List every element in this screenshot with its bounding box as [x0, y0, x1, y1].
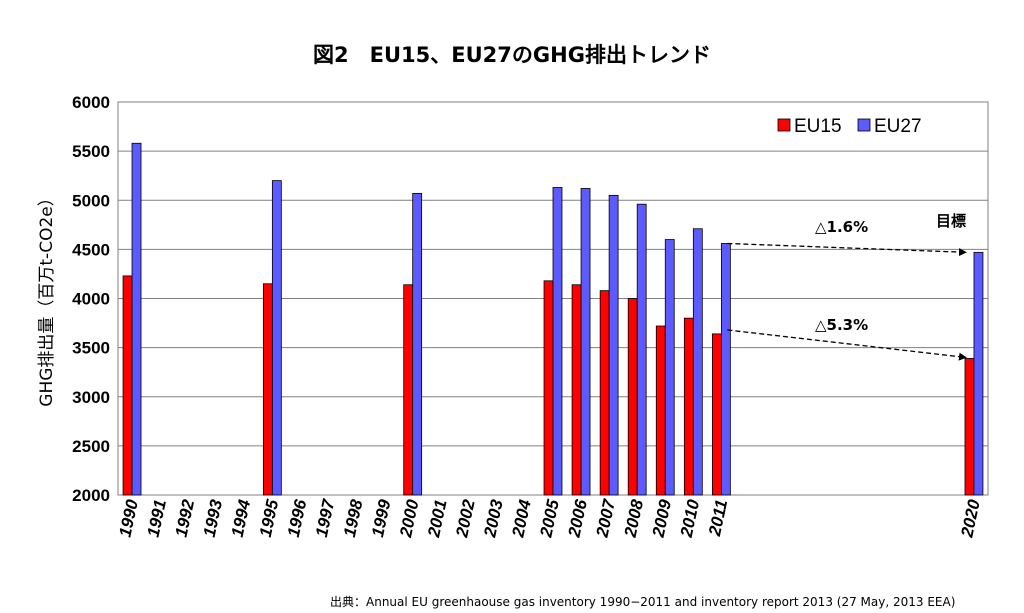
legend-swatch-eu15	[777, 118, 791, 132]
bar-eu15-2010	[683, 317, 694, 496]
x-tick-label: 2006	[564, 497, 591, 539]
x-tick-label: 2008	[620, 497, 647, 539]
x-tick-label: 2001	[424, 498, 451, 540]
bar-eu27-2008	[636, 203, 647, 496]
legend-label-eu27: EU27	[874, 116, 922, 137]
annotation-eu15-reduction: △5.3%	[815, 316, 868, 334]
x-tick-label: 2009	[649, 497, 676, 539]
x-tick-label: 2010	[677, 497, 704, 539]
bar-eu15-2008	[627, 298, 638, 496]
bar-eu27-1995	[271, 180, 282, 496]
legend-swatch-eu27	[857, 118, 871, 132]
y-tick-label: 2000	[72, 486, 110, 505]
x-tick-label: 2007	[592, 496, 619, 539]
bar-eu15-2000	[403, 284, 414, 496]
bar-eu15-1990	[122, 275, 133, 496]
bar-eu15-2011	[712, 333, 722, 496]
bar-eu15-2020	[964, 358, 975, 496]
bar-eu27-2011	[720, 243, 731, 496]
bar-eu15-1995	[262, 283, 273, 496]
chart-title: 図2 EU15、EU27のGHG排出トレンド	[313, 43, 711, 67]
trend-arrow-1	[727, 329, 967, 361]
x-tick-label: 2005	[536, 497, 563, 539]
bar-eu15-2009	[655, 325, 666, 496]
x-tick-label: 2004	[508, 497, 535, 539]
source-note: 出典：Annual EU greenhaouse gas inventory 1…	[330, 595, 955, 609]
bar-eu15-2005	[543, 280, 554, 496]
x-tick-label: 2002	[452, 497, 479, 539]
x-tick-label: 2020	[957, 497, 984, 539]
y-tick-label: 3000	[72, 388, 110, 407]
y-axis-label: GHG排出量（百万t-CO2e）	[37, 189, 57, 406]
legend-label-eu15: EU15	[794, 116, 842, 137]
y-tick-label: 6000	[72, 93, 110, 112]
y-tick-label: 2500	[72, 437, 110, 456]
y-tick-label: 5500	[72, 142, 110, 161]
x-tick-label: 1990	[115, 497, 142, 538]
bars	[122, 142, 984, 496]
bar-eu27-2005	[552, 187, 563, 496]
x-tick-label: 1994	[228, 497, 255, 538]
y-axis-ticks: 2000 2500 3000 3500 4000 4500 5000 5500 6000	[72, 93, 110, 505]
x-tick-label: 1991	[144, 498, 170, 539]
x-tick-label: 1997	[312, 496, 339, 538]
y-tick-label: 4000	[72, 290, 110, 309]
legend: EU15 EU27	[777, 116, 922, 137]
x-tick-label: 2003	[480, 497, 507, 539]
x-tick-label: 1993	[200, 497, 227, 538]
bar-eu27-2010	[692, 228, 703, 496]
bar-eu27-2009	[664, 239, 675, 496]
bar-eu27-1990	[131, 142, 142, 496]
bar-eu15-2007	[599, 290, 610, 496]
x-tick-label: 1998	[340, 497, 367, 538]
y-tick-label: 3500	[72, 339, 110, 358]
bar-eu27-2000	[412, 192, 423, 496]
x-tick-label: 2011	[705, 498, 731, 539]
x-tick-label: 1992	[172, 497, 199, 538]
annotation-eu27-reduction: △1.6%	[815, 218, 868, 236]
y-tick-label: 5000	[72, 191, 110, 210]
x-axis-ticks: 1990 1991 1992 1993 1994 1995 1996 1997 1998 1999…	[115, 496, 983, 539]
annotation-target: 目標	[936, 212, 966, 230]
bar-eu27-2020	[973, 251, 984, 496]
bar-eu15-2006	[571, 284, 582, 496]
x-tick-label: 2000	[396, 497, 423, 539]
bar-eu27-2006	[580, 188, 591, 496]
x-tick-label: 1999	[368, 497, 395, 538]
x-tick-label: 1996	[284, 497, 311, 538]
trend-arrows	[727, 242, 967, 361]
x-tick-label: 1995	[256, 497, 283, 538]
bar-eu27-2007	[608, 194, 619, 496]
y-tick-label: 4500	[72, 240, 110, 259]
